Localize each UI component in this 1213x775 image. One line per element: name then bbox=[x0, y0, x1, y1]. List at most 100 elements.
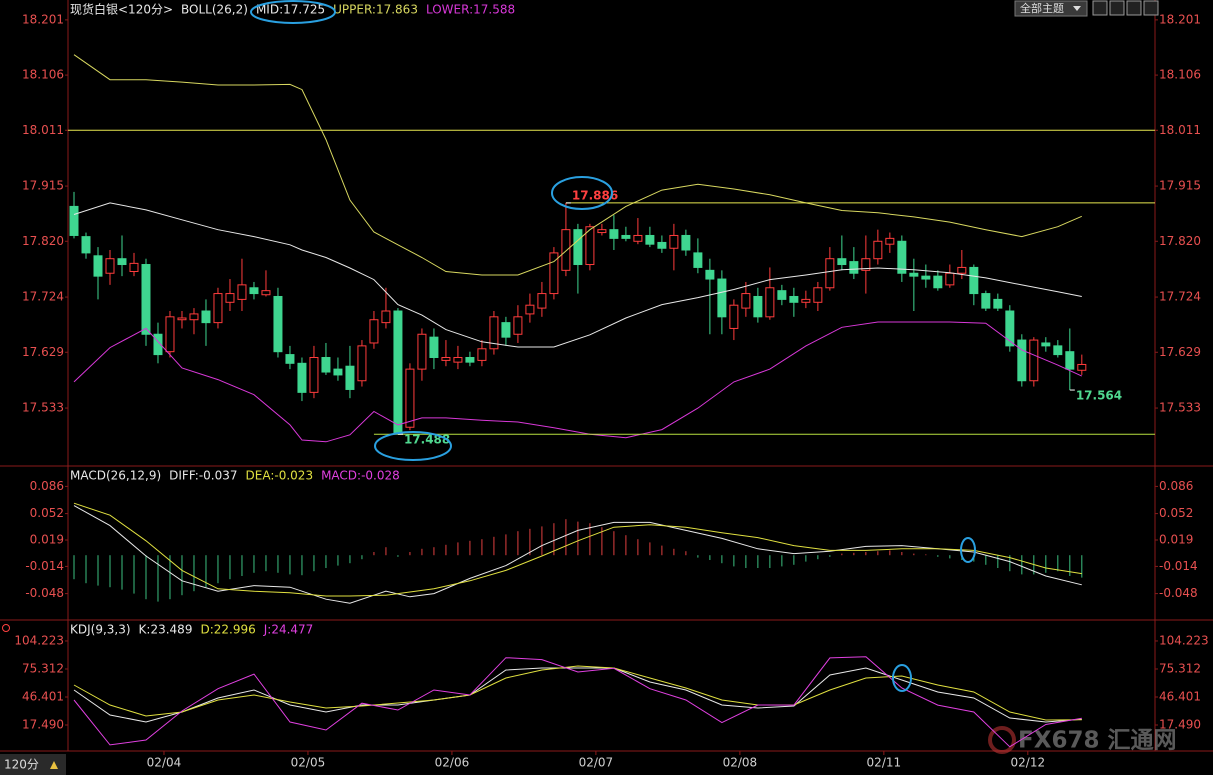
candle-body bbox=[153, 333, 163, 356]
x-tick-label: 02/12 bbox=[1011, 756, 1046, 770]
x-tick-label: 02/11 bbox=[867, 756, 902, 770]
candle-body bbox=[285, 354, 295, 364]
candle-body bbox=[573, 229, 583, 266]
y-tick-label-right: 0.052 bbox=[1159, 506, 1193, 520]
x-tick-label: 02/08 bbox=[723, 756, 758, 770]
candle-body bbox=[465, 356, 475, 363]
candle-body bbox=[1029, 339, 1039, 382]
y-tick-label: 0.086 bbox=[30, 479, 64, 493]
y-tick-label: 18.106 bbox=[22, 68, 64, 82]
legend-entry: MACD:-0.028 bbox=[321, 469, 400, 483]
icon-button[interactable] bbox=[1092, 0, 1108, 16]
x-tick-label: 02/07 bbox=[579, 756, 614, 770]
candle-body bbox=[645, 234, 655, 245]
y-tick-label-right: 104.223 bbox=[1159, 633, 1209, 647]
toolbar: 全部主题 bbox=[1014, 0, 1159, 17]
candle-body bbox=[1077, 363, 1087, 371]
candle-body bbox=[165, 316, 175, 353]
candle-body bbox=[681, 234, 691, 251]
icon-button[interactable] bbox=[1126, 0, 1142, 16]
icon-button[interactable] bbox=[1143, 0, 1159, 16]
highlight-ellipse bbox=[960, 537, 976, 563]
icon-button[interactable] bbox=[1109, 0, 1125, 16]
candle-body bbox=[105, 258, 115, 274]
candle-body bbox=[225, 293, 235, 303]
legend-entry: LOWER:17.588 bbox=[426, 3, 515, 17]
y-tick-label: 17.629 bbox=[22, 345, 64, 359]
candle-body bbox=[405, 368, 415, 428]
theme-button[interactable] bbox=[1014, 0, 1088, 17]
period-arrow[interactable] bbox=[50, 761, 58, 769]
legend-entry: DEA:-0.023 bbox=[246, 469, 314, 483]
y-tick-label: 18.011 bbox=[22, 123, 64, 137]
annotation-ellipses bbox=[250, 0, 976, 692]
candle-body bbox=[921, 275, 931, 280]
candle-body bbox=[441, 356, 451, 361]
candle-body bbox=[261, 290, 271, 296]
y-tick-label: 46.401 bbox=[22, 689, 64, 703]
candle-body bbox=[585, 226, 595, 266]
y-tick-label-right: 17.724 bbox=[1159, 290, 1201, 304]
indicator-line bbox=[73, 321, 1083, 443]
x-tick-label: 02/05 bbox=[291, 756, 326, 770]
candle-body bbox=[957, 266, 967, 274]
y-tick-label-right: 17.533 bbox=[1159, 401, 1201, 415]
candle-body bbox=[1017, 339, 1027, 382]
y-tick-label-right: 17.915 bbox=[1159, 179, 1201, 193]
candle-body bbox=[729, 304, 739, 329]
annotation-label: 17.488 bbox=[404, 433, 450, 447]
candle-body bbox=[813, 287, 823, 303]
y-tick-label: 75.312 bbox=[22, 661, 64, 675]
annotation-label: 17.564 bbox=[1076, 389, 1122, 403]
annotation-label: 17.886 bbox=[572, 188, 618, 202]
candle-body bbox=[1053, 345, 1063, 356]
y-tick-label: -0.014 bbox=[25, 559, 64, 573]
y-tick-label-right: -0.048 bbox=[1159, 586, 1198, 600]
candle-body bbox=[129, 262, 139, 272]
indicator-label: MACD(26,12,9) bbox=[70, 469, 161, 483]
candle-body bbox=[705, 269, 715, 280]
y-tick-label-right: 17.820 bbox=[1159, 234, 1201, 248]
candle-body bbox=[213, 293, 223, 324]
candle-body bbox=[717, 278, 727, 318]
candle-body bbox=[885, 237, 895, 245]
candle-body bbox=[537, 293, 547, 309]
x-tick-label: 02/06 bbox=[435, 756, 470, 770]
candle-body bbox=[909, 272, 919, 277]
candle-body bbox=[765, 287, 775, 318]
candle-body bbox=[633, 234, 643, 242]
candle-body bbox=[621, 234, 631, 239]
candle-body bbox=[825, 258, 835, 289]
candle-body bbox=[693, 252, 703, 268]
candle-body bbox=[297, 362, 307, 393]
candle-body bbox=[69, 205, 79, 236]
period-label[interactable]: 120分 bbox=[4, 758, 39, 772]
candle-body bbox=[549, 252, 559, 295]
y-tick-label: 17.724 bbox=[22, 290, 64, 304]
candle-body bbox=[753, 295, 763, 318]
candle-body bbox=[609, 229, 619, 239]
candle-body bbox=[657, 241, 667, 249]
candle-body bbox=[201, 310, 211, 324]
candle-body bbox=[477, 348, 487, 361]
candle-body bbox=[897, 240, 907, 274]
watermark-logo bbox=[988, 726, 1016, 754]
candle-body bbox=[117, 258, 127, 266]
candle-body bbox=[1041, 342, 1051, 347]
candle-body bbox=[93, 255, 103, 277]
highlight-ellipse bbox=[551, 176, 613, 210]
dropdown-arrow[interactable] bbox=[1073, 6, 1081, 11]
y-tick-label-right: 0.019 bbox=[1159, 533, 1193, 547]
period-box[interactable] bbox=[0, 754, 66, 775]
indicator-line bbox=[73, 502, 1082, 597]
indicator-line bbox=[73, 656, 1082, 748]
candle-body bbox=[249, 287, 259, 295]
x-tick-label: 02/04 bbox=[147, 756, 182, 770]
candle-body bbox=[597, 229, 607, 234]
candle-body bbox=[321, 356, 331, 373]
y-tick-label-right: 18.201 bbox=[1159, 12, 1201, 26]
candle-body bbox=[969, 266, 979, 295]
theme-button-label[interactable]: 全部主题 bbox=[1020, 1, 1064, 15]
legend-entry: DIFF:-0.037 bbox=[169, 469, 237, 483]
